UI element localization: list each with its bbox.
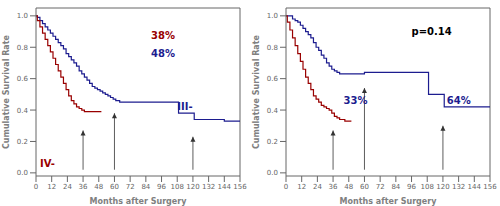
svg-text:1.0: 1.0	[267, 12, 278, 20]
svg-text:0.6: 0.6	[17, 75, 29, 83]
svg-text:144: 144	[468, 183, 482, 191]
svg-text:0: 0	[34, 183, 38, 191]
svg-text:96: 96	[407, 183, 416, 191]
svg-text:0.4: 0.4	[267, 107, 279, 115]
svg-text:48: 48	[344, 183, 353, 191]
svg-text:Cumulative Survival Rate: Cumulative Survival Rate	[252, 34, 261, 149]
svg-text:24: 24	[63, 183, 72, 191]
svg-text:Months after Surgery: Months after Surgery	[340, 197, 438, 206]
svg-text:156: 156	[483, 183, 492, 191]
svg-text:120: 120	[436, 183, 449, 191]
svg-text:Cumulative Survival Rate: Cumulative Survival Rate	[8, 34, 11, 149]
svg-text:60: 60	[360, 183, 369, 191]
svg-text:84: 84	[141, 183, 150, 191]
svg-text:60: 60	[110, 183, 119, 191]
svg-text:III-: III-	[177, 101, 192, 112]
svg-text:132: 132	[452, 183, 465, 191]
svg-text:0.2: 0.2	[17, 138, 28, 146]
svg-text:Months after Surgery: Months after Surgery	[90, 197, 188, 206]
svg-text:12: 12	[47, 183, 56, 191]
svg-text:IV-: IV-	[40, 158, 55, 169]
svg-text:0.8: 0.8	[267, 44, 278, 52]
svg-text:0: 0	[284, 183, 288, 191]
svg-text:1.0: 1.0	[17, 12, 28, 20]
svg-text:0.6: 0.6	[267, 75, 279, 83]
svg-text:0.0: 0.0	[267, 169, 278, 177]
svg-text:132: 132	[202, 183, 215, 191]
svg-text:36: 36	[329, 183, 338, 191]
svg-text:0.8: 0.8	[17, 44, 28, 52]
svg-text:108: 108	[421, 183, 434, 191]
svg-text:84: 84	[391, 183, 400, 191]
svg-text:33%: 33%	[344, 95, 368, 106]
svg-text:108: 108	[171, 183, 184, 191]
svg-text:96: 96	[157, 183, 166, 191]
svg-text:156: 156	[233, 183, 247, 191]
svg-text:0.4: 0.4	[17, 107, 29, 115]
svg-text:38%: 38%	[151, 30, 175, 41]
svg-text:120: 120	[186, 183, 199, 191]
svg-text:48: 48	[94, 183, 103, 191]
svg-text:72: 72	[126, 183, 135, 191]
svg-text:36: 36	[79, 183, 88, 191]
svg-text:144: 144	[218, 183, 232, 191]
svg-text:64%: 64%	[447, 95, 471, 106]
svg-text:0.0: 0.0	[17, 169, 28, 177]
svg-text:0.2: 0.2	[267, 138, 278, 146]
svg-text:24: 24	[313, 183, 322, 191]
svg-text:12: 12	[297, 183, 306, 191]
svg-text:48%: 48%	[151, 48, 175, 59]
svg-text:p=0.14: p=0.14	[412, 26, 452, 37]
svg-text:72: 72	[376, 183, 385, 191]
